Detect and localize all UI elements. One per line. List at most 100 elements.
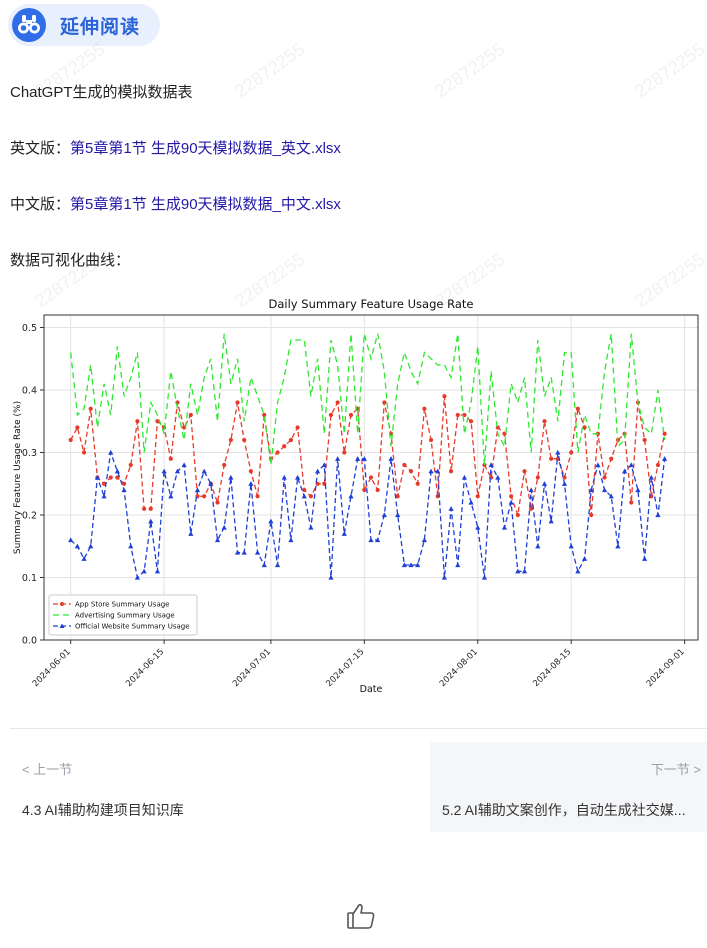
data-point [201,468,207,474]
data-point [448,469,454,474]
series-line-1 [70,396,666,516]
data-point [355,456,361,461]
x-tick-label: 2024-08-15 [531,647,573,689]
data-point [188,531,194,536]
data-point [134,574,141,580]
data-point [342,450,347,455]
data-point [181,462,187,468]
usage-rate-chart: 0.0 0.1 0.2 0.3 0.4 0.5 2024-06-01 2024-06-15 20… [13,297,699,695]
data-point [328,574,334,580]
prev-section-card[interactable]: < 上一节 4.3 AI辅助构建项目知识库 [10,742,420,832]
data-point [321,462,327,468]
data-point [428,468,434,474]
data-point [521,568,528,574]
data-point [375,537,381,543]
series-line-2 [70,333,666,466]
chinese-version-link[interactable]: 第5章第1节 生成90天模拟数据_中文.xlsx [70,196,341,213]
data-point [308,524,314,530]
data-point [128,543,134,549]
data-point [214,537,221,543]
legend-marker [59,623,65,628]
data-point [455,562,461,568]
data-point [662,456,668,461]
data-point [121,481,127,486]
data-point [582,425,587,430]
data-point [648,474,654,480]
data-point [395,494,400,499]
data-point [395,512,401,518]
watermark: 22872255 [231,38,309,102]
data-point [401,562,407,568]
data-point [275,450,280,455]
data-point [288,437,294,443]
data-point [475,524,481,530]
data-point [628,462,634,468]
data-point [481,574,488,580]
data-point [501,524,508,530]
watermark: 22872255 [631,38,707,102]
data-point [368,537,374,543]
data-point [515,512,520,518]
badge-label: 延伸阅读 [60,16,141,38]
data-point [108,475,113,480]
data-point [234,549,241,555]
data-point [368,475,374,480]
english-version-link[interactable]: 第5章第1节 生成90天模拟数据_英文.xlsx [70,140,341,157]
data-point [88,543,94,549]
data-point [402,462,407,468]
x-tick-label: 2024-06-01 [31,647,73,689]
data-point [128,462,133,468]
data-point [248,469,253,474]
data-point [495,474,501,480]
data-point [435,468,441,474]
y-tick-label: 0.4 [22,386,37,397]
data-point [208,481,214,486]
data-point [141,568,147,574]
legend-marker [60,602,64,606]
data-point [302,487,307,493]
data-point [575,568,581,574]
next-section-card[interactable]: 下一节 > 5.2 AI辅助文案创作，自动生成社交媒... [430,742,707,832]
plot-frame [43,314,699,641]
chinese-version-prefix: 中文版： [10,196,71,213]
data-point [468,499,474,505]
data-point [375,487,380,493]
data-point [461,474,468,480]
next-section-hint: 下一节 > [650,762,701,777]
data-point [541,481,548,486]
x-tick-label: 2024-07-15 [324,647,366,689]
data-point [235,400,240,405]
y-tick-label: 0.2 [22,511,37,522]
english-version-line: 英文版：第5章第1节 生成90天模拟数据_英文.xlsx [10,137,341,158]
data-point [282,444,287,449]
data-point [222,462,227,468]
data-point [488,462,494,468]
legend-box [48,594,198,636]
data-point [528,487,534,493]
data-point [428,437,434,443]
data-point [254,549,261,555]
data-point [522,469,527,474]
data-point [94,474,100,480]
data-point [221,524,227,530]
data-point [568,543,574,549]
data-point [408,469,414,474]
data-point [609,456,614,461]
data-point [115,475,120,480]
data-point [515,568,521,574]
y-tick-label: 0.5 [22,323,37,334]
thumbs-up-icon[interactable] [346,902,376,935]
data-point [442,394,447,399]
data-point [268,518,274,524]
data-point [215,500,220,505]
data-point [108,449,114,455]
data-point [101,493,107,499]
data-point [121,487,127,493]
data-point [549,456,554,461]
data-point [581,556,588,561]
data-point [114,468,121,474]
data-point [295,425,300,430]
data-point [455,412,460,418]
data-point [642,556,648,561]
y-axis-label: Summary Feature Usage Rate (%) [13,401,23,554]
